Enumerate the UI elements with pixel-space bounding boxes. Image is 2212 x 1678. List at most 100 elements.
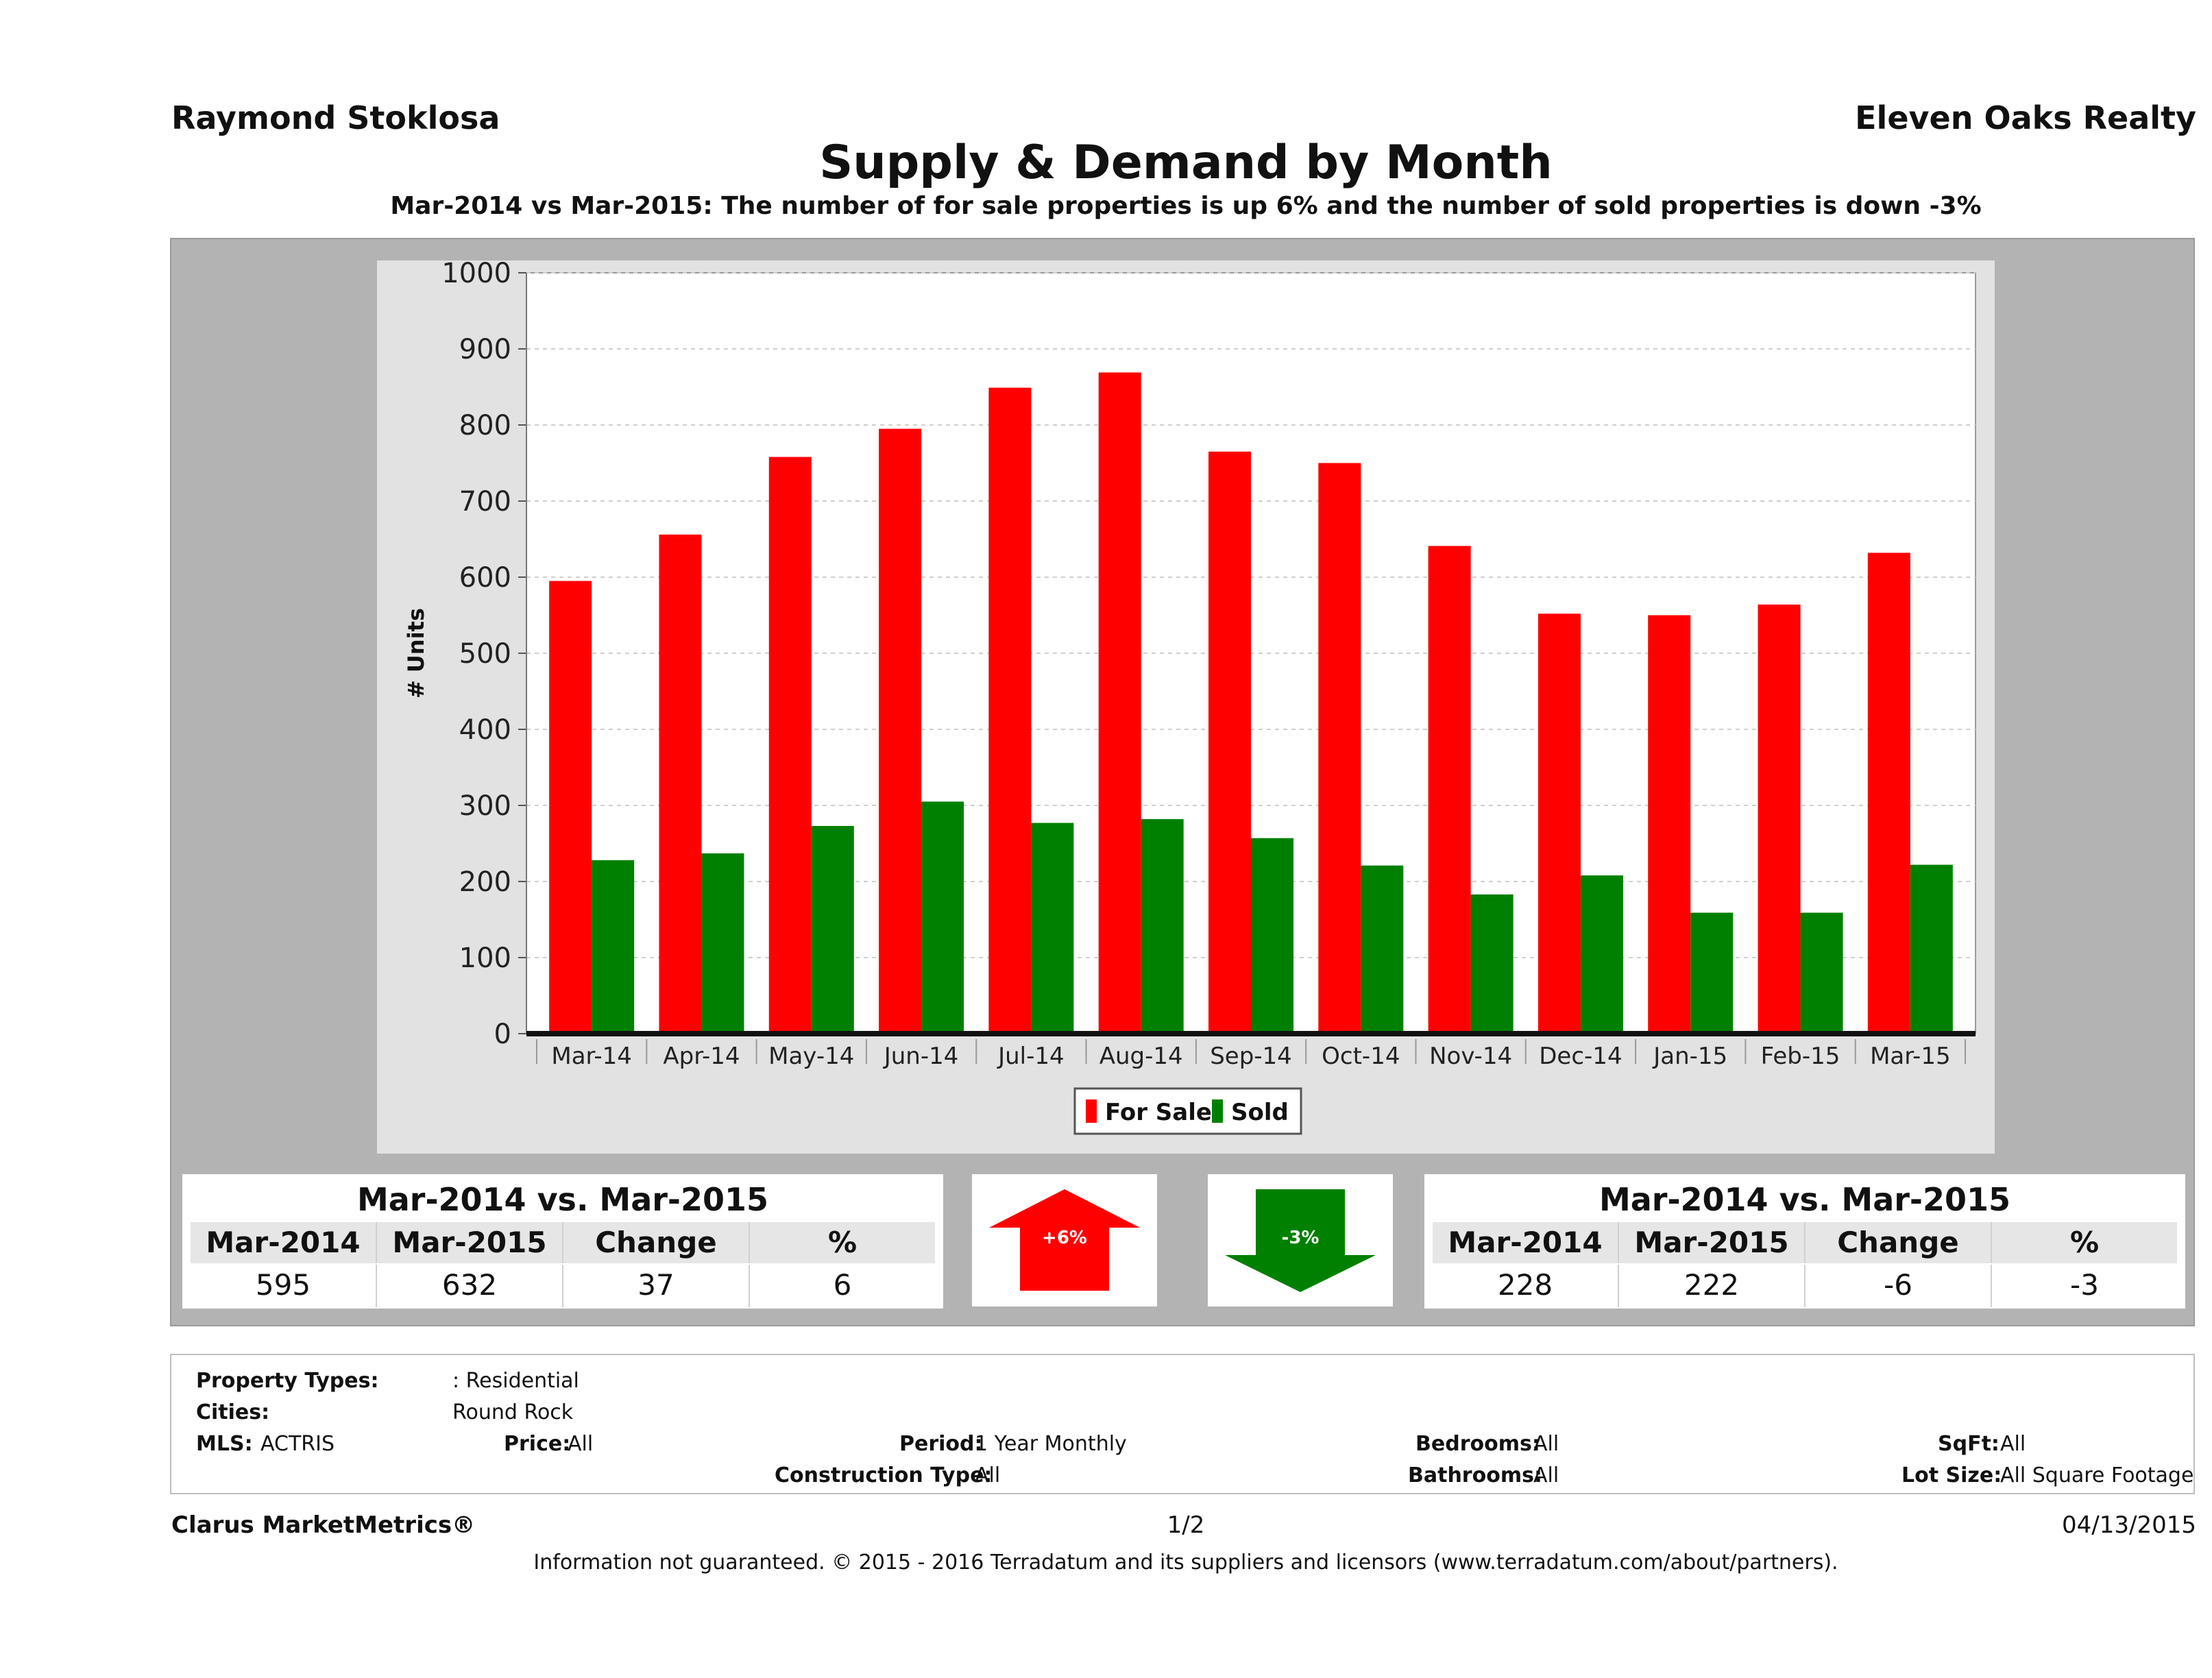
legend-label-for-sale: For Sale <box>1105 1099 1212 1126</box>
bedrooms-value: All <box>1533 1432 1559 1456</box>
sold-bar <box>1361 865 1404 1034</box>
legend-swatch-for-sale <box>1086 1099 1097 1123</box>
sold-col-header: % <box>2069 1226 2100 1259</box>
page-number: 1/2 <box>1167 1511 1205 1539</box>
for-sale-bar <box>549 581 592 1034</box>
x-tick-label: Jun-14 <box>883 1043 959 1070</box>
for-sale-col-header: Mar-2014 <box>191 1222 377 1263</box>
cities-value: Round Rock <box>452 1400 574 1424</box>
y-tick-label: 200 <box>459 866 511 898</box>
sold-cell: -6 <box>1806 1265 1992 1307</box>
price-value: All <box>568 1432 594 1456</box>
x-tick-label: Oct-14 <box>1322 1043 1400 1070</box>
y-tick-label: 300 <box>459 790 511 822</box>
for-sale-bar <box>768 457 812 1034</box>
sold-bar <box>811 825 854 1034</box>
report-date: 04/13/2015 <box>2062 1511 2196 1539</box>
legend-label-sold: Sold <box>1231 1099 1289 1126</box>
y-tick-label: 0 <box>494 1019 511 1050</box>
y-tick-label: 400 <box>459 714 511 746</box>
bathrooms-value: All <box>1533 1463 1559 1487</box>
sold-bar <box>1251 838 1293 1034</box>
x-tick-label: Mar-14 <box>551 1043 632 1070</box>
for-sale-bar <box>988 387 1032 1034</box>
y-tick-label: 500 <box>459 638 511 670</box>
mls-label: MLS: <box>196 1432 253 1456</box>
y-tick-label: 700 <box>459 486 511 518</box>
for-sale-cell: 595 <box>191 1265 377 1307</box>
x-tick-label: Nov-14 <box>1429 1043 1512 1070</box>
for-sale-bar <box>1648 615 1691 1034</box>
sold-bar <box>1470 894 1514 1034</box>
down-arrow-icon <box>1225 1189 1376 1292</box>
sold-table-heading: Mar-2014 vs. Mar-2015 <box>1599 1181 2011 1218</box>
legend-swatch-sold <box>1212 1099 1223 1123</box>
sold-bar <box>1141 818 1184 1034</box>
sold-col-header: Mar-2014 <box>1433 1222 1619 1263</box>
y-tick-label: 900 <box>459 334 511 365</box>
agent-name: Raymond Stoklosa <box>171 99 500 136</box>
for-sale-bar <box>1758 604 1801 1034</box>
sold-change-indicator: -3% <box>1208 1174 1393 1306</box>
for-sale-table-heading: Mar-2014 vs. Mar-2015 <box>356 1181 769 1218</box>
x-tick-label: Jul-14 <box>997 1043 1065 1070</box>
construction-type-label: Construction Type: <box>775 1463 993 1487</box>
sold-change-label: -3% <box>1281 1228 1320 1248</box>
sqft-value: All <box>2000 1432 2026 1456</box>
period-value: 1 Year Monthly <box>975 1432 1127 1456</box>
up-arrow-icon <box>989 1189 1140 1291</box>
x-tick-label: Sep-14 <box>1210 1043 1292 1070</box>
for-sale-bar <box>879 428 922 1034</box>
disclaimer: Information not guaranteed. © 2015 - 201… <box>533 1551 1838 1574</box>
sold-cell: -3 <box>2070 1268 2099 1302</box>
for-sale-bar <box>659 534 702 1034</box>
x-tick-label: Dec-14 <box>1539 1043 1622 1070</box>
sold-cell: 222 <box>1619 1265 1806 1307</box>
for-sale-col-header: Mar-2015 <box>377 1222 563 1263</box>
sold-bar <box>1031 823 1074 1034</box>
for-sale-bar <box>1318 463 1361 1034</box>
y-tick-label: 100 <box>459 943 511 974</box>
y-tick-label: 1000 <box>441 260 511 289</box>
for-sale-bar <box>1538 613 1581 1034</box>
footer-brand: Clarus MarketMetrics® <box>171 1511 476 1539</box>
sold-bar <box>921 801 964 1034</box>
sold-bar <box>1800 912 1843 1034</box>
property-types-value: : Residential <box>452 1369 579 1393</box>
price-label: Price: <box>504 1432 571 1456</box>
x-tick-label: Jan-15 <box>1652 1043 1727 1070</box>
for-sale-comparison-table: Mar-2014 vs. Mar-2015 Mar-2014 Mar-2015 … <box>182 1174 943 1309</box>
bathrooms-label: Bathrooms: <box>1408 1463 1542 1487</box>
x-tick-label: Mar-15 <box>1870 1043 1951 1070</box>
x-tick-label: May-14 <box>768 1043 854 1070</box>
sold-col-header: Change <box>1806 1222 1992 1263</box>
sold-bar <box>1690 912 1734 1034</box>
for-sale-change-indicator: +6% <box>972 1174 1157 1306</box>
y-tick-label: 600 <box>459 562 511 594</box>
sold-bar <box>1910 864 1953 1034</box>
sold-col-header: Mar-2015 <box>1619 1222 1806 1263</box>
for-sale-cell: 6 <box>833 1268 852 1302</box>
period-label: Period: <box>899 1432 983 1456</box>
x-tick-label: Feb-15 <box>1761 1043 1840 1070</box>
cities-label: Cities: <box>196 1400 270 1424</box>
lot-size-value: All Square Footage <box>2000 1463 2194 1487</box>
construction-type-value: All <box>975 1463 1001 1487</box>
for-sale-bar <box>1428 546 1471 1034</box>
for-sale-col-header: % <box>827 1226 858 1259</box>
sqft-label: SqFt: <box>1938 1432 2000 1456</box>
sold-bar <box>701 853 744 1034</box>
chart-title: Supply & Demand by Month <box>819 136 1553 190</box>
sold-cell: 228 <box>1433 1265 1619 1307</box>
bedrooms-label: Bedrooms: <box>1415 1432 1540 1456</box>
mls-value: ACTRIS <box>260 1432 335 1456</box>
legend-box <box>1073 1087 1302 1135</box>
for-sale-bar <box>1098 372 1141 1034</box>
sold-bar <box>592 860 635 1034</box>
for-sale-bar <box>1867 552 1910 1034</box>
sold-comparison-table: Mar-2014 vs. Mar-2015 Mar-2014 Mar-2015 … <box>1424 1174 2185 1309</box>
property-types-label: Property Types: <box>196 1369 379 1393</box>
for-sale-cell: 632 <box>377 1265 563 1307</box>
sold-bar <box>1580 875 1623 1034</box>
bar-chart: 0 100 200 300 400 500 600 700 800 900 1000 # Units M… <box>403 260 1976 1135</box>
